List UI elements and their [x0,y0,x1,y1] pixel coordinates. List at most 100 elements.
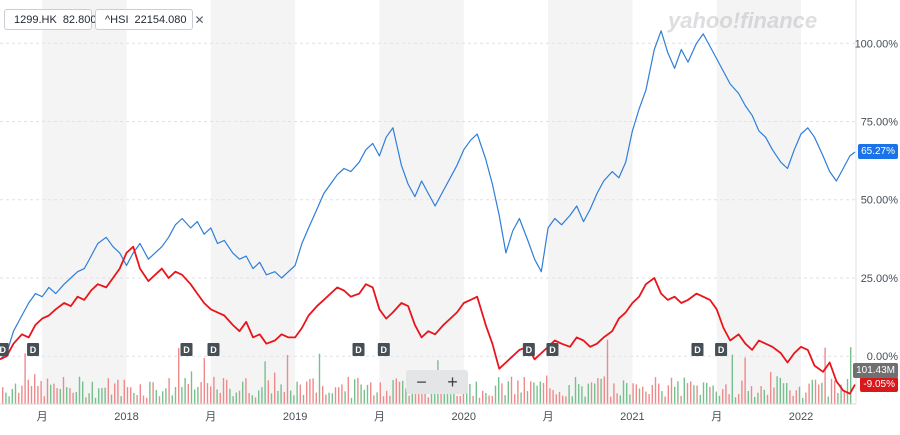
volume-bar [472,395,474,404]
volume-bar [136,394,138,404]
volume-bar [232,396,234,404]
background-band [210,0,296,404]
volume-bar [421,389,423,404]
volume-bar [568,385,570,404]
volume-bar [178,348,180,404]
dividend-marker[interactable]: D [180,343,193,356]
legend-item-hsi[interactable]: ^HSI 22154.080 ✕ [95,9,205,30]
volume-bar [754,396,756,404]
volume-bar [274,372,276,404]
dividend-marker-box [207,343,220,356]
background-bands [42,0,802,404]
legend-ticker-1299hk: 1299.HK [14,13,57,26]
legend-value-1299hk: 82.800 [62,13,97,26]
volume-bar [827,396,829,404]
volume-bar [402,380,404,404]
volume-bar [658,383,660,404]
volume-bar [670,377,673,404]
dividend-marker-box [27,343,40,356]
dividend-marker[interactable]: D [27,343,40,356]
dividend-marker-label: D [381,345,388,355]
zoom-in-button[interactable]: + [447,372,458,392]
volume-bar [91,381,93,404]
dividend-marker[interactable]: D [546,343,559,356]
volume-bar [843,390,845,404]
volume-bar [766,394,769,404]
dividend-marker-box [546,343,559,356]
x-tick-label: 月 [374,411,385,423]
dividend-marker[interactable]: D [691,343,704,356]
volume-bar [776,376,778,404]
dividend-marker[interactable]: D [377,343,390,356]
volume-bar [69,388,71,404]
volume-bar [181,387,183,404]
volume-bar [546,375,548,404]
current-value-tag: 65.27% [858,144,898,160]
dividend-marker[interactable]: D [715,343,728,356]
volume-bar [478,397,481,404]
volume-bar [494,385,497,404]
volume-bar [610,396,612,404]
background-band [548,0,633,404]
volume-bar [398,381,401,404]
volume-bar [94,397,97,404]
volume-bar [510,376,513,404]
volume-bar [318,353,321,404]
x-tick-label: 2019 [283,411,307,423]
volume-bar [578,384,580,404]
volume-bar [203,358,205,404]
dividend-marker[interactable]: D [352,343,365,356]
volume-bar [21,385,23,404]
volume-bar [770,372,772,404]
volume-bar [254,397,257,404]
volume-bar [258,390,260,404]
volume-bar [699,394,701,404]
volume-bar [152,382,154,404]
volume-bar [24,353,26,404]
dividend-marker[interactable]: D [207,343,220,356]
volume-bar [744,357,746,404]
volume-bar [795,390,797,404]
x-tick-label: 2020 [452,411,476,423]
volume-bar [594,383,596,404]
volume-bar [821,382,823,404]
volume-bar [798,386,801,404]
volume-bar [782,383,785,404]
volume-bar [59,388,61,404]
volume-bar [514,394,516,404]
volume-bar [590,382,593,404]
zoom-out-button[interactable]: − [416,372,427,392]
volume-bar [677,381,679,404]
dividend-marker-box [377,343,390,356]
legend-ticker-hsi: ^HSI [105,13,129,26]
volume-bar [18,392,20,404]
volume-bar [814,379,817,404]
volume-bar [642,386,644,404]
remove-series-close-icon[interactable]: ✕ [194,12,205,27]
volume-bar [261,387,263,404]
grid-lines [0,42,855,357]
x-tick-label: 月 [711,411,722,423]
legend-item-1299hk[interactable]: 1299.HK 82.800 [4,9,96,30]
volume-bar [328,392,330,404]
volume-bar [712,385,714,404]
dividend-marker[interactable]: D [0,343,9,356]
volume-bar [184,377,186,404]
dividend-marker[interactable]: D [522,343,535,356]
volume-bar [581,386,583,404]
volume-bar [389,395,391,404]
volume-bar [520,392,522,404]
volume-bar [498,377,500,404]
volume-bar [85,397,87,404]
volume-bar [530,381,532,404]
volume-bar [622,380,625,404]
volume-bar [350,397,353,404]
volume-bar [341,384,343,404]
volume-bar [709,386,711,404]
volume-bar [728,394,730,404]
volume-bar [750,386,753,404]
volume-bar [43,396,45,404]
volume-bar [206,383,209,404]
volume-bar [347,376,349,404]
